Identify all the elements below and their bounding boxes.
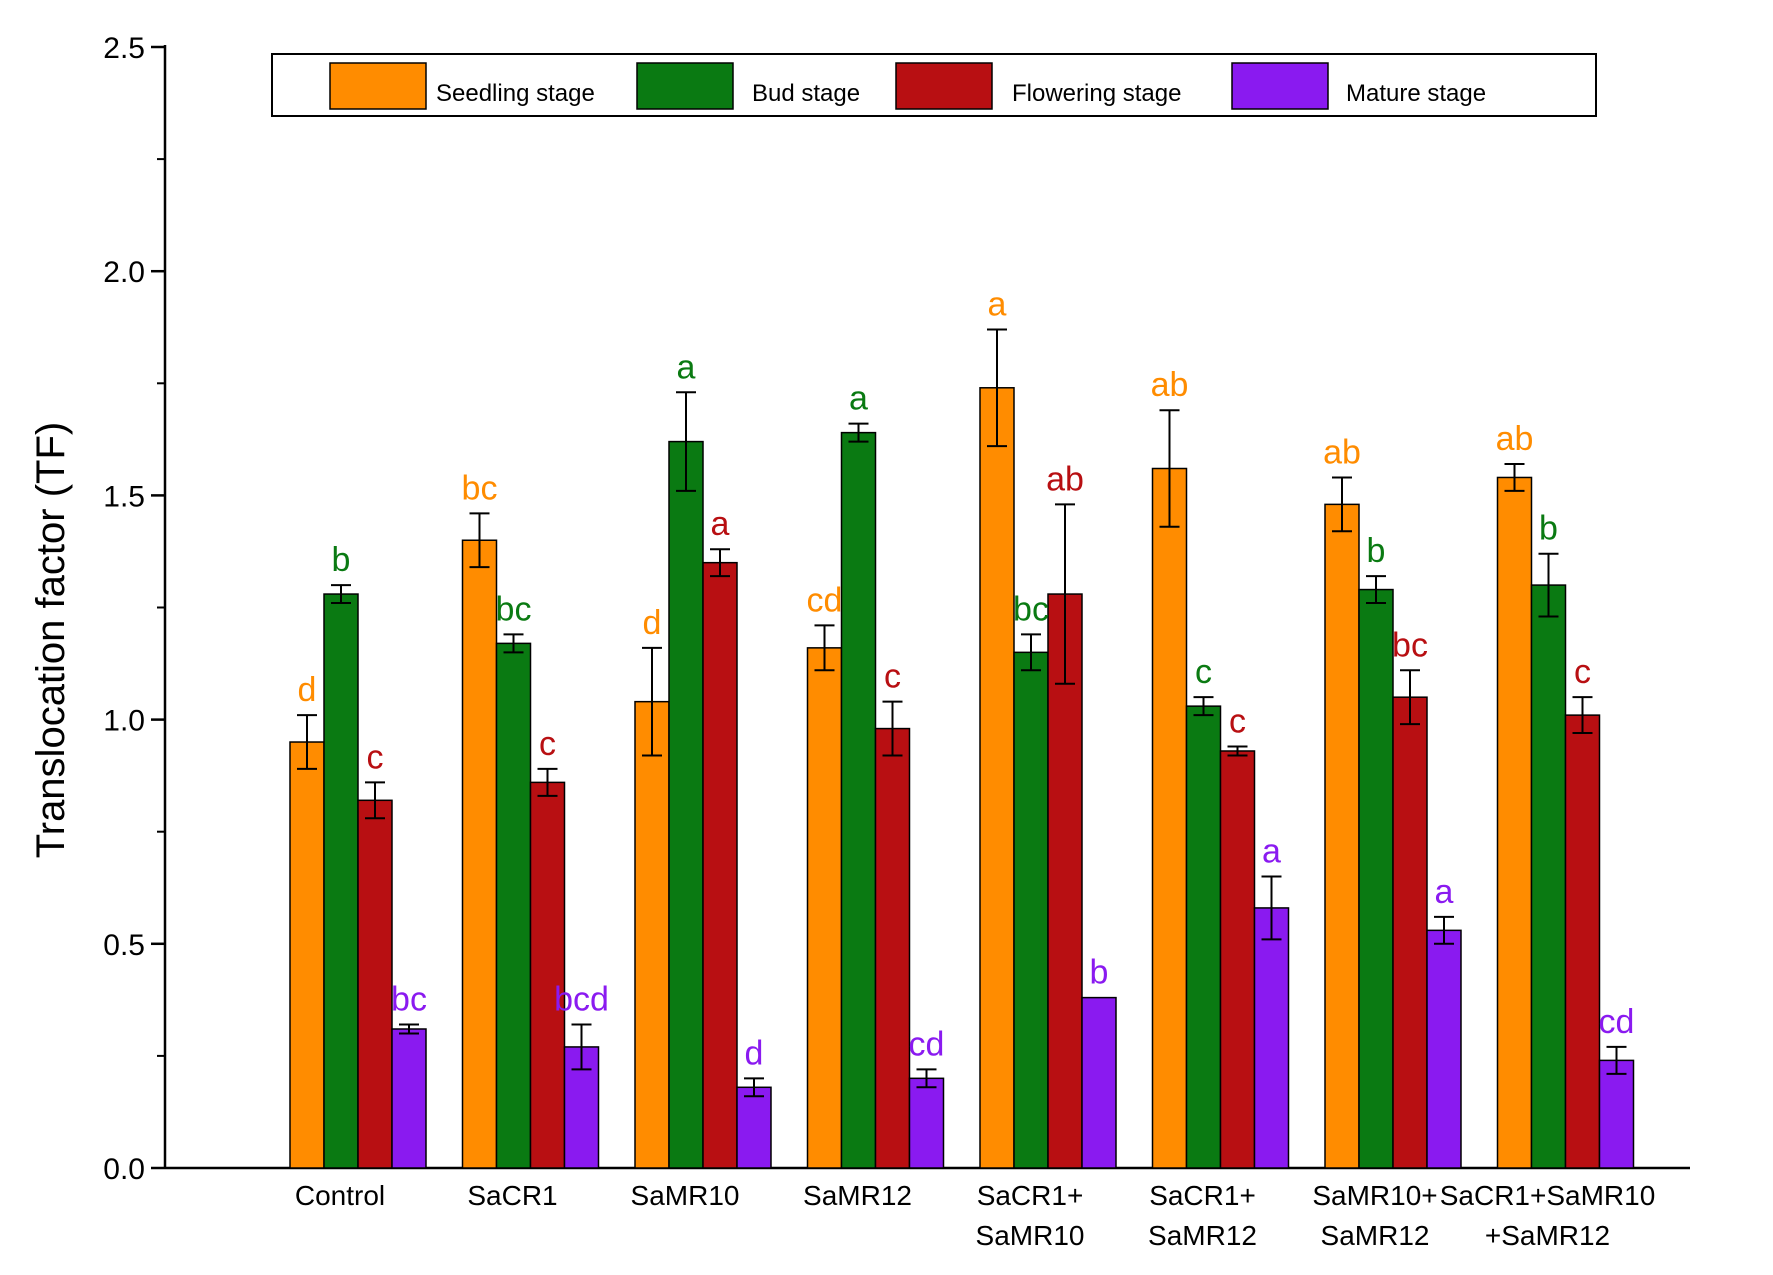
significance-label: a bbox=[711, 505, 730, 543]
legend-label: Seedling stage bbox=[436, 80, 595, 107]
bar bbox=[1324, 503, 1360, 1169]
significance-label: a bbox=[677, 348, 696, 386]
significance-label: cd bbox=[1599, 1003, 1635, 1041]
bar bbox=[908, 1077, 945, 1169]
bar bbox=[806, 647, 843, 1169]
significance-label: c bbox=[1195, 653, 1212, 691]
significance-label: a bbox=[1435, 873, 1454, 911]
significance-label: bc bbox=[391, 981, 427, 1019]
x-category-label: SaCR1+ bbox=[977, 1180, 1084, 1211]
bar bbox=[1253, 907, 1290, 1169]
error-bars-group bbox=[297, 328, 1627, 1098]
significance-label: cd bbox=[807, 581, 843, 619]
bar bbox=[668, 440, 704, 1169]
significance-label: bcd bbox=[554, 981, 609, 1019]
significance-label: bc bbox=[1392, 626, 1428, 664]
legend-label: Mature stage bbox=[1346, 80, 1486, 107]
significance-label: bc bbox=[1013, 590, 1049, 628]
y-tick-label: 0.0 bbox=[103, 1153, 145, 1186]
x-category-label: SaMR10 bbox=[976, 1220, 1085, 1251]
x-category-label: Control bbox=[295, 1180, 385, 1211]
bar bbox=[391, 1028, 427, 1169]
x-category-label: +SaMR12 bbox=[1485, 1220, 1610, 1251]
x-category-label: SaMR12 bbox=[803, 1180, 912, 1211]
x-category-label: SaCR1 bbox=[467, 1180, 557, 1211]
significance-label: b bbox=[1539, 510, 1558, 548]
bar bbox=[736, 1086, 772, 1169]
significance-label: a bbox=[849, 380, 868, 418]
bar bbox=[323, 593, 359, 1169]
legend-swatch bbox=[1231, 62, 1329, 110]
bar bbox=[1564, 714, 1601, 1169]
significance-label: d bbox=[745, 1034, 764, 1072]
bar bbox=[1426, 929, 1462, 1169]
significance-label: bc bbox=[462, 469, 498, 507]
bar bbox=[1496, 476, 1533, 1169]
bar bbox=[1219, 750, 1256, 1169]
x-axis: Control SaCR1 SaMR10 SaMR12 SaCR1+SaMR10SaCR… bbox=[165, 1166, 1690, 1251]
significance-label: ab bbox=[1151, 366, 1189, 404]
y-axis: 0.0 0.5 1.0 1.5 2.0 2.5 bbox=[103, 32, 167, 1186]
legend-swatch bbox=[636, 62, 734, 110]
bar bbox=[357, 799, 393, 1169]
y-tick-label: 2.0 bbox=[103, 256, 145, 289]
bar bbox=[461, 539, 498, 1169]
legend-swatch bbox=[895, 62, 993, 110]
y-axis-title: Translocation factor (TF) bbox=[29, 422, 73, 858]
significance-label: c bbox=[1574, 653, 1591, 691]
x-category-label: SaCR1+SaMR10 bbox=[1440, 1180, 1656, 1211]
significance-label: c bbox=[884, 658, 901, 696]
significance-label: d bbox=[643, 604, 662, 642]
significance-label: b bbox=[1090, 954, 1109, 992]
bar bbox=[529, 781, 566, 1169]
bar bbox=[702, 561, 738, 1169]
significance-label: cd bbox=[909, 1025, 945, 1063]
significance-label: c bbox=[1229, 703, 1246, 741]
x-category-label: SaCR1+ bbox=[1149, 1180, 1256, 1211]
legend: Seedling stage Bud stage Flowering stage Ma… bbox=[271, 53, 1597, 117]
bar bbox=[1013, 651, 1049, 1169]
y-tick-label: 1.5 bbox=[103, 480, 145, 513]
significance-label: a bbox=[988, 285, 1007, 323]
x-category-label: SaMR10 bbox=[631, 1180, 740, 1211]
legend-label: Flowering stage bbox=[1012, 80, 1181, 107]
bar bbox=[1392, 696, 1428, 1169]
bar bbox=[1358, 588, 1394, 1169]
y-tick-label: 1.0 bbox=[103, 705, 145, 738]
bar bbox=[979, 387, 1015, 1169]
bar bbox=[495, 642, 532, 1169]
bar bbox=[840, 431, 877, 1169]
significance-label: c bbox=[539, 725, 556, 763]
x-category-label: SaMR10+ bbox=[1312, 1180, 1437, 1211]
significance-label: d bbox=[298, 671, 317, 709]
bar bbox=[289, 741, 325, 1169]
bar bbox=[634, 700, 670, 1169]
bar bbox=[1047, 593, 1083, 1169]
significance-label: ab bbox=[1046, 460, 1084, 498]
bar-series-group bbox=[289, 387, 1635, 1169]
significance-label: a bbox=[1262, 833, 1281, 871]
significance-label: c bbox=[367, 738, 384, 776]
legend-label: Bud stage bbox=[752, 80, 860, 107]
legend-swatch bbox=[329, 62, 427, 110]
bar bbox=[1151, 467, 1188, 1169]
y-tick-label: 2.5 bbox=[103, 32, 145, 65]
bar bbox=[1598, 1059, 1635, 1169]
significance-label: bc bbox=[496, 590, 532, 628]
significance-label: b bbox=[332, 541, 351, 579]
significance-label: b bbox=[1367, 532, 1386, 570]
bar bbox=[1185, 705, 1222, 1169]
y-tick-label: 0.5 bbox=[103, 929, 145, 962]
bar bbox=[1530, 584, 1567, 1169]
bar bbox=[874, 727, 911, 1169]
significance-label: ab bbox=[1496, 420, 1534, 458]
x-category-label: SaMR12 bbox=[1148, 1220, 1257, 1251]
significance-label: ab bbox=[1323, 433, 1361, 471]
x-category-label: SaMR12 bbox=[1321, 1220, 1430, 1251]
bar bbox=[1081, 996, 1117, 1169]
